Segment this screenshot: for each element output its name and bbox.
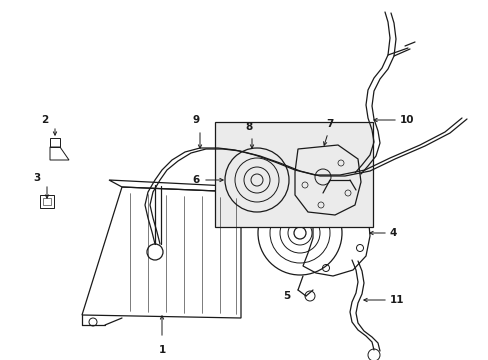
Text: 1: 1	[158, 345, 165, 355]
Text: 10: 10	[399, 115, 414, 125]
Text: 5: 5	[282, 291, 289, 301]
Text: 9: 9	[192, 115, 199, 125]
Text: 6: 6	[192, 175, 200, 185]
Bar	[50, 138, 60, 147]
Text: 8: 8	[245, 122, 252, 132]
Bar	[215, 122, 372, 227]
Text: 4: 4	[389, 228, 397, 238]
Text: 11: 11	[389, 295, 404, 305]
Text: 7: 7	[325, 119, 333, 129]
Bar	[43, 198, 51, 205]
Text: 3: 3	[33, 173, 40, 183]
Text: 2: 2	[41, 115, 48, 125]
Bar	[40, 195, 54, 208]
